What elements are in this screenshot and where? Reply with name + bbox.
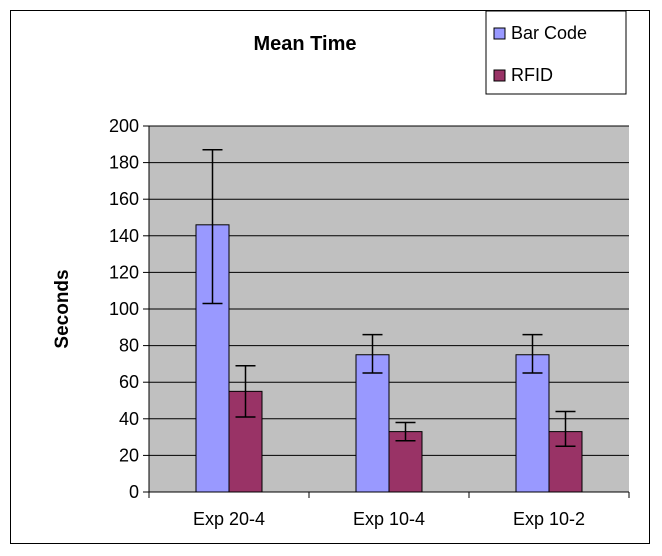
axes-group	[143, 125, 630, 498]
bars-group	[195, 224, 583, 493]
y-axis-label: Seconds	[52, 269, 73, 348]
error-bars-group	[202, 149, 576, 447]
x-tick-label: Exp 10-2	[513, 509, 585, 529]
legend-swatch-bar-code	[493, 27, 506, 40]
y-tick-label: 100	[109, 299, 139, 319]
y-tick-label: 160	[109, 189, 139, 209]
mean-time-chart: Mean Time 0 20 40 60 80 100 120 140 160 180 200 Ex…	[52, 11, 630, 529]
x-tick-label: Exp 10-4	[353, 509, 425, 529]
bar-bar-code	[355, 354, 390, 493]
y-tick-label: 180	[109, 153, 139, 173]
y-tick-labels: 0 20 40 60 80 100 120 140 160 180 200	[109, 116, 139, 502]
y-tick-label: 80	[119, 336, 139, 356]
y-tick-label: 40	[119, 409, 139, 429]
chart-frame: Mean Time 0 20 40 60 80 100 120 140 160 180 200 Ex…	[10, 10, 650, 544]
x-tick-labels: Exp 20-4 Exp 10-4 Exp 10-2	[193, 509, 585, 529]
bar-bar-code	[195, 224, 230, 493]
bar-bar-code	[515, 354, 550, 493]
y-tick-label: 20	[119, 445, 139, 465]
y-tick-label: 120	[109, 262, 139, 282]
legend-label-rfid: RFID	[511, 65, 553, 85]
x-tick-label: Exp 20-4	[193, 509, 265, 529]
legend-swatch-rfid	[493, 69, 506, 82]
chart-title: Mean Time	[254, 33, 357, 55]
y-tick-label: 140	[109, 226, 139, 246]
y-tick-label: 0	[129, 482, 139, 502]
legend-label-bar-code: Bar Code	[511, 23, 587, 43]
legend-box	[485, 11, 627, 95]
y-tick-label: 60	[119, 372, 139, 392]
y-tick-label: 200	[109, 116, 139, 136]
legend: Bar Code RFID	[485, 11, 627, 95]
